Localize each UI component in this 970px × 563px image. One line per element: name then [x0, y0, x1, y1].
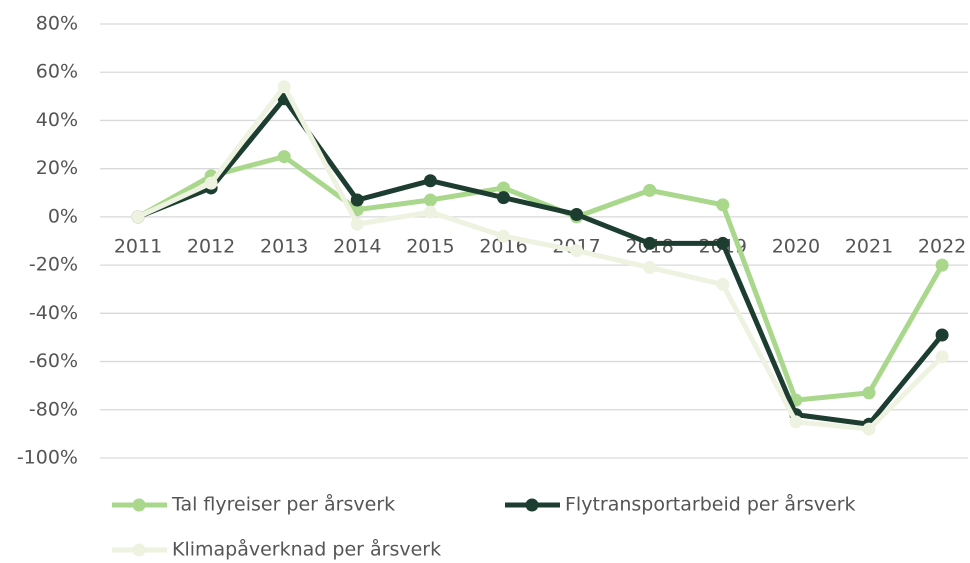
point [423, 193, 437, 207]
point [716, 236, 730, 250]
x-tick-label: 2013 [260, 235, 308, 257]
series-line [136, 84, 944, 432]
point [862, 422, 876, 436]
y-tick-label: -60% [29, 350, 78, 372]
point [423, 174, 437, 188]
point [497, 229, 510, 243]
legend-marker [132, 543, 146, 557]
point [350, 217, 364, 231]
y-tick-label: -100% [17, 447, 78, 469]
y-tick-label: -20% [29, 254, 78, 276]
point [935, 258, 949, 272]
x-tick-label: 2012 [187, 235, 235, 257]
point [350, 193, 364, 207]
y-tick-label: -80% [29, 398, 78, 420]
x-tick-label: 2022 [918, 235, 966, 257]
x-tick-label: 2011 [114, 235, 162, 257]
series-line [136, 154, 945, 403]
y-tick-label: 80% [36, 13, 78, 35]
series-line [137, 96, 945, 427]
point [789, 415, 803, 429]
point [277, 80, 291, 94]
point [570, 244, 584, 258]
y-tick-label: 40% [36, 109, 78, 131]
point [277, 150, 291, 164]
legend-label: Klimapåverknad per årsverk [172, 538, 441, 561]
point [935, 328, 949, 342]
point [935, 350, 949, 364]
point [643, 236, 657, 250]
x-tick-label: 2020 [772, 235, 820, 257]
point [862, 386, 876, 400]
point [497, 191, 510, 205]
legend-label: Tal flyreiser per årsverk [171, 493, 395, 516]
y-tick-label: 20% [36, 157, 78, 179]
y-tick-label: 0% [48, 205, 78, 227]
point [204, 176, 218, 190]
legend-marker [525, 498, 539, 512]
point [497, 181, 510, 195]
point [643, 183, 657, 197]
x-tick-label: 2021 [845, 235, 893, 257]
point [570, 207, 584, 221]
point [423, 205, 437, 219]
point [716, 198, 730, 212]
x-tick-label: 2015 [406, 235, 454, 257]
point [643, 261, 657, 275]
point [716, 277, 730, 291]
legend-label: Flytransportarbeid per årsverk [565, 493, 856, 516]
y-tick-label: 60% [36, 61, 78, 83]
point [131, 210, 145, 224]
legend-marker [132, 498, 146, 512]
x-tick-label: 2014 [333, 235, 381, 257]
y-tick-label: -40% [29, 302, 78, 324]
